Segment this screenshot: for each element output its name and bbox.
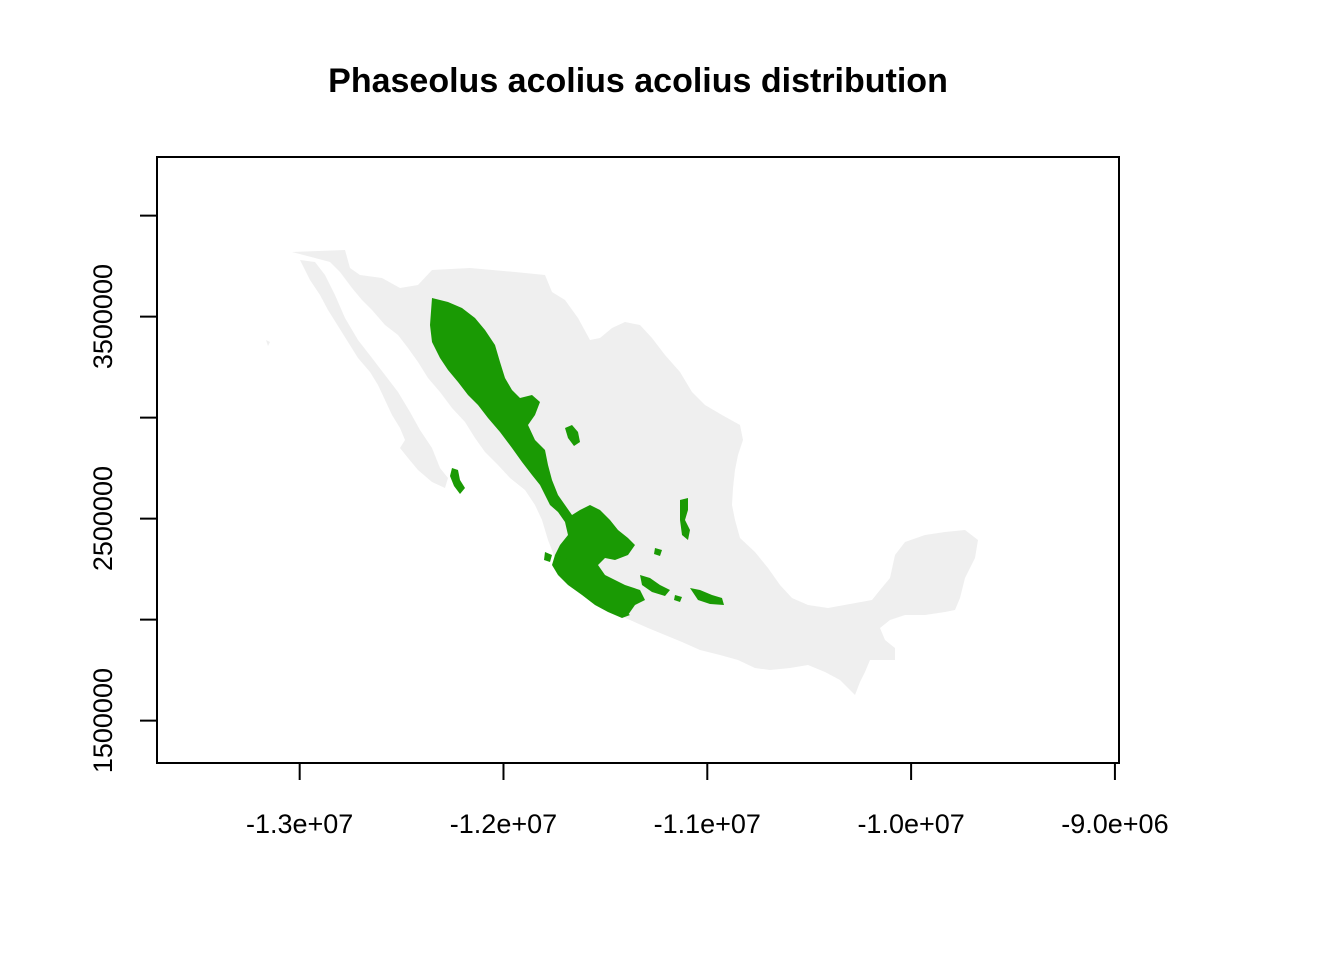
- y-axis: 1500000 2500000 3500000: [88, 214, 158, 773]
- x-tick-label: -1.1e+07: [654, 809, 761, 839]
- map-title: Phaseolus acolius acolius distribution: [328, 62, 948, 100]
- x-tick-label: -9.0e+06: [1061, 809, 1168, 839]
- x-tick-label: -1.2e+07: [450, 809, 557, 839]
- x-axis: -1.3e+07 -1.2e+07 -1.1e+07 -1.0e+07 -9.0e+06: [246, 762, 1169, 839]
- y-tick-label: 2500000: [88, 466, 118, 571]
- x-tick-label: -1.0e+07: [857, 809, 964, 839]
- y-tick-label: 3500000: [88, 264, 118, 369]
- mexico-landmass: [266, 250, 978, 695]
- species-distribution: [430, 298, 724, 618]
- y-tick-label: 1500000: [88, 668, 118, 773]
- x-tick-label: -1.3e+07: [246, 809, 353, 839]
